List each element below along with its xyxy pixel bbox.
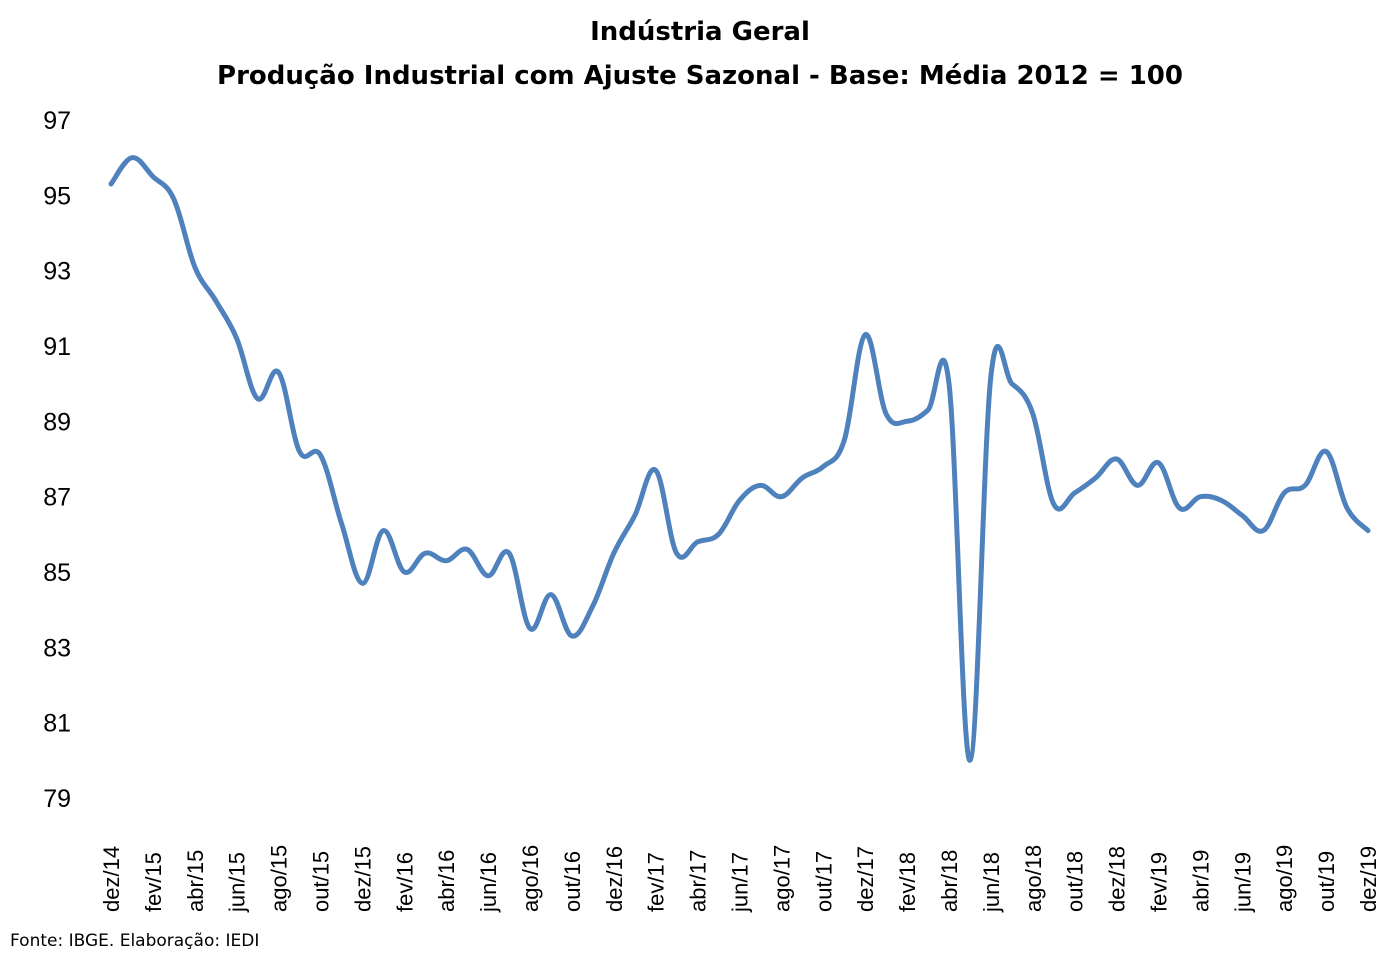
x-tick-label: dez/19: [1356, 846, 1381, 912]
x-tick-label: out/18: [1063, 851, 1088, 912]
series-line: [108, 155, 1371, 763]
y-tick-label: 85: [43, 559, 71, 587]
x-tick-label: dez/14: [99, 846, 124, 912]
y-tick-label: 91: [43, 333, 71, 361]
y-tick-label: 95: [43, 182, 71, 210]
y-tick-label: 83: [43, 634, 71, 662]
x-tick-label: out/15: [309, 851, 334, 912]
x-tick-label: ago/18: [1021, 845, 1046, 912]
x-tick-label: abr/17: [686, 850, 711, 912]
x-tick-label: abr/15: [183, 850, 208, 912]
x-tick-label: abr/19: [1188, 850, 1213, 912]
x-tick-label: fev/15: [141, 852, 166, 912]
x-tick-label: out/17: [811, 851, 836, 912]
x-tick-label: jun/17: [728, 852, 753, 913]
y-tick-label: 81: [43, 710, 71, 738]
y-tick-label: 79: [43, 785, 71, 813]
x-tick-label: ago/16: [518, 845, 543, 912]
x-tick-label: ago/15: [267, 845, 292, 912]
y-tick-label: 97: [43, 107, 71, 135]
y-tick-label: 87: [43, 484, 71, 512]
x-tick-label: jun/15: [225, 852, 250, 913]
y-axis-ticks: 97 95 93 91 89 87 85 83 81 79: [43, 107, 71, 813]
x-tick-label: fev/19: [1147, 852, 1172, 912]
x-tick-label: dez/16: [602, 846, 627, 912]
x-tick-label: jun/18: [979, 852, 1004, 913]
x-tick-label: dez/15: [350, 846, 375, 912]
source-note: Fonte: IBGE. Elaboração: IEDI: [10, 931, 259, 951]
x-tick-label: jun/16: [476, 852, 501, 913]
x-tick-label: dez/17: [853, 846, 878, 912]
y-tick-label: 89: [43, 408, 71, 436]
y-tick-label: 93: [43, 258, 71, 286]
x-tick-label: out/19: [1314, 851, 1339, 912]
x-tick-label: out/16: [560, 851, 585, 912]
x-tick-label: dez/18: [1105, 846, 1130, 912]
x-tick-label: ago/17: [769, 845, 794, 912]
x-tick-label: abr/16: [434, 850, 459, 912]
x-tick-label: fev/16: [392, 852, 417, 912]
chart-subtitle: Produção Industrial com Ajuste Sazonal -…: [217, 61, 1183, 91]
chart-title: Indústria Geral: [590, 17, 810, 47]
x-axis-ticks: dez/14 fev/15 abr/15 jun/15 ago/15 out/15 dez/…: [99, 845, 1381, 913]
x-tick-label: abr/18: [937, 850, 962, 912]
x-tick-label: ago/19: [1272, 845, 1297, 912]
x-tick-label: fev/18: [895, 852, 920, 912]
x-tick-label: jun/19: [1230, 852, 1255, 913]
x-tick-label: fev/17: [644, 852, 669, 912]
